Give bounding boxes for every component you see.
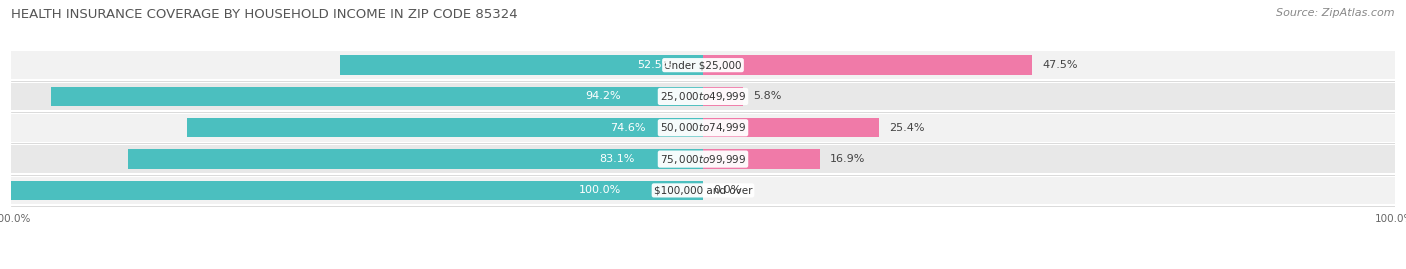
Bar bbox=[703, 87, 744, 106]
Bar bbox=[11, 51, 1395, 79]
Bar bbox=[703, 118, 879, 137]
Text: 94.2%: 94.2% bbox=[586, 91, 621, 101]
Text: 25.4%: 25.4% bbox=[889, 123, 925, 133]
Bar bbox=[11, 177, 1395, 204]
Text: 47.5%: 47.5% bbox=[1042, 60, 1077, 70]
Text: 16.9%: 16.9% bbox=[831, 154, 866, 164]
Text: $75,000 to $99,999: $75,000 to $99,999 bbox=[659, 153, 747, 166]
Bar bbox=[187, 118, 703, 137]
Text: 100.0%: 100.0% bbox=[578, 185, 620, 195]
Bar bbox=[340, 55, 703, 75]
Text: $100,000 and over: $100,000 and over bbox=[654, 185, 752, 195]
Bar bbox=[703, 55, 1032, 75]
Text: 74.6%: 74.6% bbox=[610, 123, 645, 133]
Text: Source: ZipAtlas.com: Source: ZipAtlas.com bbox=[1277, 8, 1395, 18]
Text: $50,000 to $74,999: $50,000 to $74,999 bbox=[659, 121, 747, 134]
Text: 83.1%: 83.1% bbox=[599, 154, 636, 164]
Bar bbox=[703, 149, 820, 169]
Text: $25,000 to $49,999: $25,000 to $49,999 bbox=[659, 90, 747, 103]
Bar bbox=[11, 181, 703, 200]
Text: 0.0%: 0.0% bbox=[713, 185, 741, 195]
Text: Under $25,000: Under $25,000 bbox=[664, 60, 742, 70]
Bar bbox=[128, 149, 703, 169]
Bar bbox=[11, 145, 1395, 173]
Bar bbox=[11, 83, 1395, 110]
Text: HEALTH INSURANCE COVERAGE BY HOUSEHOLD INCOME IN ZIP CODE 85324: HEALTH INSURANCE COVERAGE BY HOUSEHOLD I… bbox=[11, 8, 517, 21]
Text: 52.5%: 52.5% bbox=[638, 60, 673, 70]
Bar bbox=[52, 87, 703, 106]
Bar bbox=[11, 114, 1395, 141]
Text: 5.8%: 5.8% bbox=[754, 91, 782, 101]
